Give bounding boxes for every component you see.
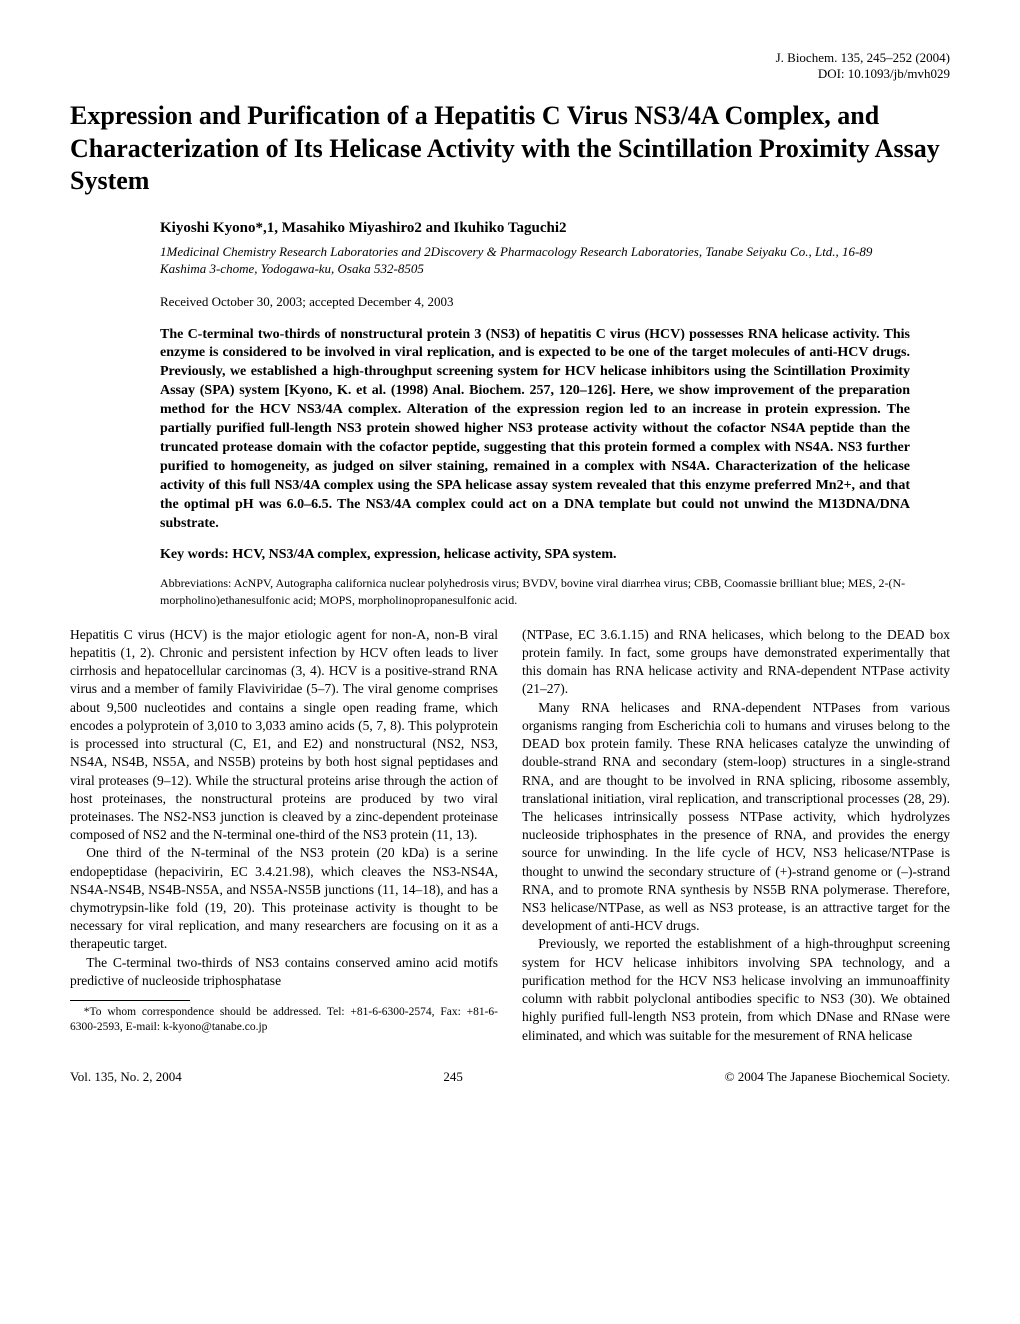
keywords: Key words: HCV, NS3/4A complex, expressi…: [160, 547, 910, 563]
abstract: The C-terminal two-thirds of nonstructur…: [160, 326, 910, 534]
body-para: Previously, we reported the establishmen…: [522, 935, 950, 1044]
body-para: Hepatitis C virus (HCV) is the major eti…: [70, 626, 498, 845]
body-para: One third of the N-terminal of the NS3 p…: [70, 844, 498, 953]
received-dates: Received October 30, 2003; accepted Dece…: [160, 294, 910, 310]
affiliations: 1Medicinal Chemistry Research Laboratori…: [160, 243, 910, 278]
journal-header: J. Biochem. 135, 245–252 (2004) DOI: 10.…: [70, 50, 950, 82]
article-title: Expression and Purification of a Hepatit…: [70, 100, 950, 198]
body-text: Hepatitis C virus (HCV) is the major eti…: [70, 626, 950, 1045]
footer-left: Vol. 135, No. 2, 2004: [70, 1069, 182, 1085]
authors: Kiyoshi Kyono*,1, Masahiko Miyashiro2 an…: [160, 220, 910, 237]
correspondence-footnote: *To whom correspondence should be addres…: [70, 1005, 498, 1035]
footer-right: © 2004 The Japanese Biochemical Society.: [725, 1069, 950, 1085]
page-number: 245: [443, 1069, 463, 1085]
body-para: Many RNA helicases and RNA-dependent NTP…: [522, 699, 950, 936]
abbreviations: Abbreviations: AcNPV, Autographa califor…: [160, 575, 910, 607]
doi-line: DOI: 10.1093/jb/mvh029: [70, 66, 950, 82]
authors-block: Kiyoshi Kyono*,1, Masahiko Miyashiro2 an…: [160, 220, 910, 608]
footnote-separator: [70, 1000, 190, 1001]
body-para: (NTPase, EC 3.6.1.15) and RNA helicases,…: [522, 626, 950, 699]
page-footer: Vol. 135, No. 2, 2004 245 © 2004 The Jap…: [70, 1069, 950, 1085]
body-para: The C-terminal two-thirds of NS3 contain…: [70, 954, 498, 990]
journal-line: J. Biochem. 135, 245–252 (2004): [70, 50, 950, 66]
